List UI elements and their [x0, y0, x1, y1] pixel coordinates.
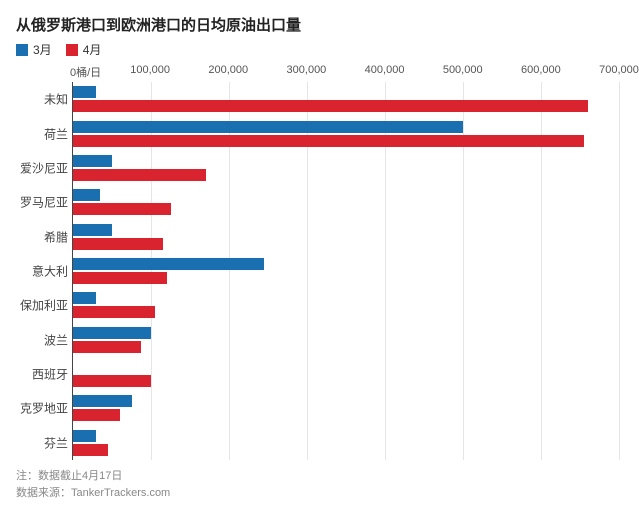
x-tick-label: 200,000 [208, 64, 248, 76]
y-category-label: 希腊 [44, 228, 68, 245]
bar-march [73, 292, 96, 304]
x-gridline [619, 82, 620, 460]
bar-march [73, 121, 463, 133]
y-axis-labels: 未知荷兰爱沙尼亚罗马尼亚希腊意大利保加利亚波兰西班牙克罗地亚芬兰 [16, 82, 72, 460]
legend-label-march: 3月 [33, 41, 52, 58]
legend-item-march: 3月 [16, 41, 52, 58]
y-category-label: 保加利亚 [20, 297, 68, 314]
bar-april [73, 444, 108, 456]
bars-region [72, 82, 619, 460]
bar-april [73, 306, 155, 318]
plot-area: 0桶/日 100,000 200,000 300,000 400,000 500,000 6… [72, 62, 619, 460]
bar-april [73, 375, 151, 387]
bar-april [73, 169, 206, 181]
y-category-label: 芬兰 [44, 434, 68, 451]
category-group [73, 254, 619, 288]
y-category-label: 爱沙尼亚 [20, 159, 68, 176]
y-category-label: 克罗地亚 [20, 400, 68, 417]
bar-april [73, 203, 171, 215]
x-tick-label: 300,000 [287, 64, 327, 76]
bar-march [73, 430, 96, 442]
y-category-label: 罗马尼亚 [20, 194, 68, 211]
bar-april [73, 238, 163, 250]
category-group [73, 391, 619, 425]
bar-march [73, 395, 132, 407]
y-category-label: 未知 [44, 91, 68, 108]
x-tick-label: 600,000 [521, 64, 561, 76]
bar-march [73, 224, 112, 236]
x-tick-label: 700,000 [599, 64, 639, 76]
bar-march [73, 155, 112, 167]
chart-footnotes: 注：数据截止4月17日 数据来源：TankerTrackers.com [16, 468, 623, 501]
category-group [73, 151, 619, 185]
y-category-label: 荷兰 [44, 125, 68, 142]
category-group [73, 116, 619, 150]
bar-april [73, 409, 120, 421]
x-tick-label: 400,000 [365, 64, 405, 76]
bar-april [73, 272, 167, 284]
category-group [73, 426, 619, 460]
x-tick-label: 500,000 [443, 64, 483, 76]
bar-april [73, 341, 141, 353]
bar-april [73, 135, 584, 147]
category-group [73, 219, 619, 253]
category-group [73, 185, 619, 219]
legend-label-april: 4月 [83, 41, 102, 58]
y-category-label: 西班牙 [32, 366, 68, 383]
bar-march [73, 327, 151, 339]
footnote-note: 注：数据截止4月17日 [16, 468, 623, 485]
legend-swatch-april [66, 44, 78, 56]
footnote-source: 数据来源：TankerTrackers.com [16, 485, 623, 502]
y-category-label: 意大利 [32, 263, 68, 280]
plot-outer: 未知荷兰爱沙尼亚罗马尼亚希腊意大利保加利亚波兰西班牙克罗地亚芬兰 0桶/日 100… [16, 62, 623, 460]
x-axis-labels: 0桶/日 100,000 200,000 300,000 400,000 500,000 6… [72, 62, 619, 82]
category-group [73, 357, 619, 391]
bar-april [73, 100, 588, 112]
x-tick-label: 0桶/日 [70, 64, 101, 80]
category-group [73, 82, 619, 116]
chart-legend: 3月 4月 [16, 41, 623, 58]
legend-item-april: 4月 [66, 41, 102, 58]
bar-march [73, 189, 100, 201]
chart-title: 从俄罗斯港口到欧洲港口的日均原油出口量 [16, 14, 623, 35]
category-group [73, 323, 619, 357]
x-tick-label: 100,000 [130, 64, 170, 76]
bar-march [73, 258, 264, 270]
category-group [73, 288, 619, 322]
chart-container: 从俄罗斯港口到欧洲港口的日均原油出口量 3月 4月 未知荷兰爱沙尼亚罗马尼亚希腊… [0, 0, 639, 517]
y-category-label: 波兰 [44, 331, 68, 348]
bar-march [73, 86, 96, 98]
legend-swatch-march [16, 44, 28, 56]
